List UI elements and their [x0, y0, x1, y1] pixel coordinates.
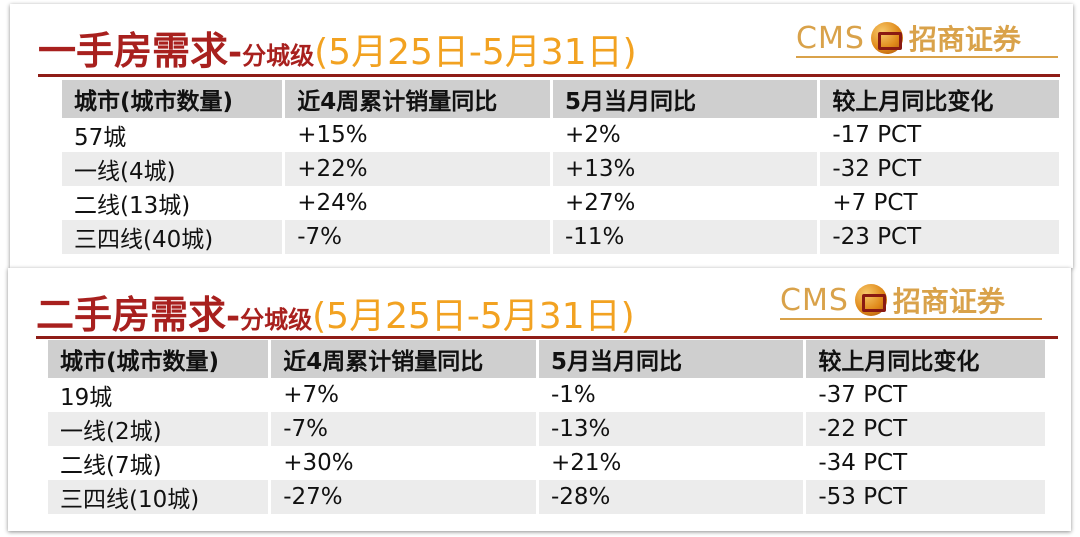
table-cell: +24% [283, 186, 553, 220]
title-rule [38, 74, 1060, 77]
logo-cn-text: 招商证券 [908, 23, 1021, 56]
table-cell: -7% [283, 220, 553, 254]
title-dash: - [228, 33, 243, 73]
table-cell: +30% [269, 446, 539, 480]
logo-cms-text: CMS [780, 282, 849, 318]
table-row: 57城 +15% +2% -17 PCT [62, 118, 1062, 152]
table-cell: -32 PCT [818, 152, 1062, 186]
header-cell: 5月当月同比 [537, 340, 807, 378]
table-row: 二线(13城) +24% +27% +7 PCT [62, 186, 1062, 220]
table-cell: -23 PCT [818, 220, 1062, 254]
title-main: 一手房需求 [38, 29, 229, 73]
table-header-row: 城市(城市数量) 近4周累计销量同比 5月当月同比 较上月同比变化 [62, 80, 1062, 118]
cms-logo: CMS 招商证券 [780, 280, 1005, 320]
table-row: 三四线(40城) -7% -11% -23 PCT [62, 220, 1062, 254]
cms-emblem-icon [854, 284, 887, 316]
title-rule [36, 336, 1058, 339]
section-title: 二手房需求-分城级(5月25日-5月31日) [36, 284, 635, 339]
title-main: 二手房需求 [36, 293, 227, 337]
title-sub: 分城级 [240, 306, 313, 334]
table-cell: -37 PCT [804, 378, 1048, 412]
table-cell: -27% [269, 480, 539, 514]
logo-cn-text: 招商证券 [892, 285, 1005, 318]
table-cell: -1% [537, 378, 807, 412]
table-cell: 一线(4城) [62, 152, 286, 186]
table-row: 一线(2城) -7% -13% -22 PCT [48, 412, 1048, 446]
title-sub: 分城级 [242, 42, 315, 70]
table-cell: 二线(7城) [48, 446, 272, 480]
logo-cms-text: CMS [796, 20, 865, 56]
header-cell: 城市(城市数量) [48, 340, 272, 378]
table-cell: -34 PCT [804, 446, 1048, 480]
header-cell: 城市(城市数量) [62, 80, 286, 118]
cms-emblem-icon [870, 22, 903, 54]
header-cell: 较上月同比变化 [804, 340, 1048, 378]
table-cell: +21% [537, 446, 807, 480]
panel-second-hand-demand: 二手房需求-分城级(5月25日-5月31日) CMS 招商证券 城市(城市数量)… [8, 268, 1071, 531]
table-row: 一线(4城) +22% +13% -32 PCT [62, 152, 1062, 186]
table-cell: 57城 [62, 118, 286, 152]
table-cell: 三四线(40城) [62, 220, 286, 254]
table-cell: +7 PCT [818, 186, 1062, 220]
table-cell: 一线(2城) [48, 412, 272, 446]
table-cell: +7% [269, 378, 539, 412]
header-cell: 较上月同比变化 [818, 80, 1062, 118]
section-title: 一手房需求-分城级(5月25日-5月31日) [38, 20, 637, 75]
table-cell: +15% [283, 118, 553, 152]
table-cell: 二线(13城) [62, 186, 286, 220]
table-header-row: 城市(城市数量) 近4周累计销量同比 5月当月同比 较上月同比变化 [48, 340, 1048, 378]
panel-new-home-demand: 一手房需求-分城级(5月25日-5月31日) CMS 招商证券 城市(城市数量)… [10, 4, 1073, 268]
title-period: (5月25日-5月31日) [314, 32, 637, 73]
table-cell: -22 PCT [804, 412, 1048, 446]
data-table: 城市(城市数量) 近4周累计销量同比 5月当月同比 较上月同比变化 57城 +1… [62, 80, 1062, 254]
table-row: 二线(7城) +30% +21% -34 PCT [48, 446, 1048, 480]
table-cell: -53 PCT [804, 480, 1048, 514]
table-cell: 19城 [48, 378, 272, 412]
table-cell: +27% [551, 186, 821, 220]
table-cell: +13% [551, 152, 821, 186]
table-cell: -28% [537, 480, 807, 514]
table-cell: -17 PCT [818, 118, 1062, 152]
table-cell: 三四线(10城) [48, 480, 272, 514]
data-table: 城市(城市数量) 近4周累计销量同比 5月当月同比 较上月同比变化 19城 +7… [48, 340, 1048, 514]
title-dash: - [226, 297, 241, 337]
logo-underline [780, 318, 1042, 320]
table-cell: +2% [551, 118, 821, 152]
header-cell: 5月当月同比 [551, 80, 821, 118]
cms-logo: CMS 招商证券 [796, 18, 1021, 58]
table-cell: -11% [551, 220, 821, 254]
table-row: 三四线(10城) -27% -28% -53 PCT [48, 480, 1048, 514]
header-cell: 近4周累计销量同比 [283, 80, 553, 118]
table-row: 19城 +7% -1% -37 PCT [48, 378, 1048, 412]
table-cell: -13% [537, 412, 807, 446]
logo-underline [796, 56, 1058, 58]
title-period: (5月25日-5月31日) [312, 296, 635, 337]
table-cell: +22% [283, 152, 553, 186]
header-cell: 近4周累计销量同比 [269, 340, 539, 378]
table-cell: -7% [269, 412, 539, 446]
